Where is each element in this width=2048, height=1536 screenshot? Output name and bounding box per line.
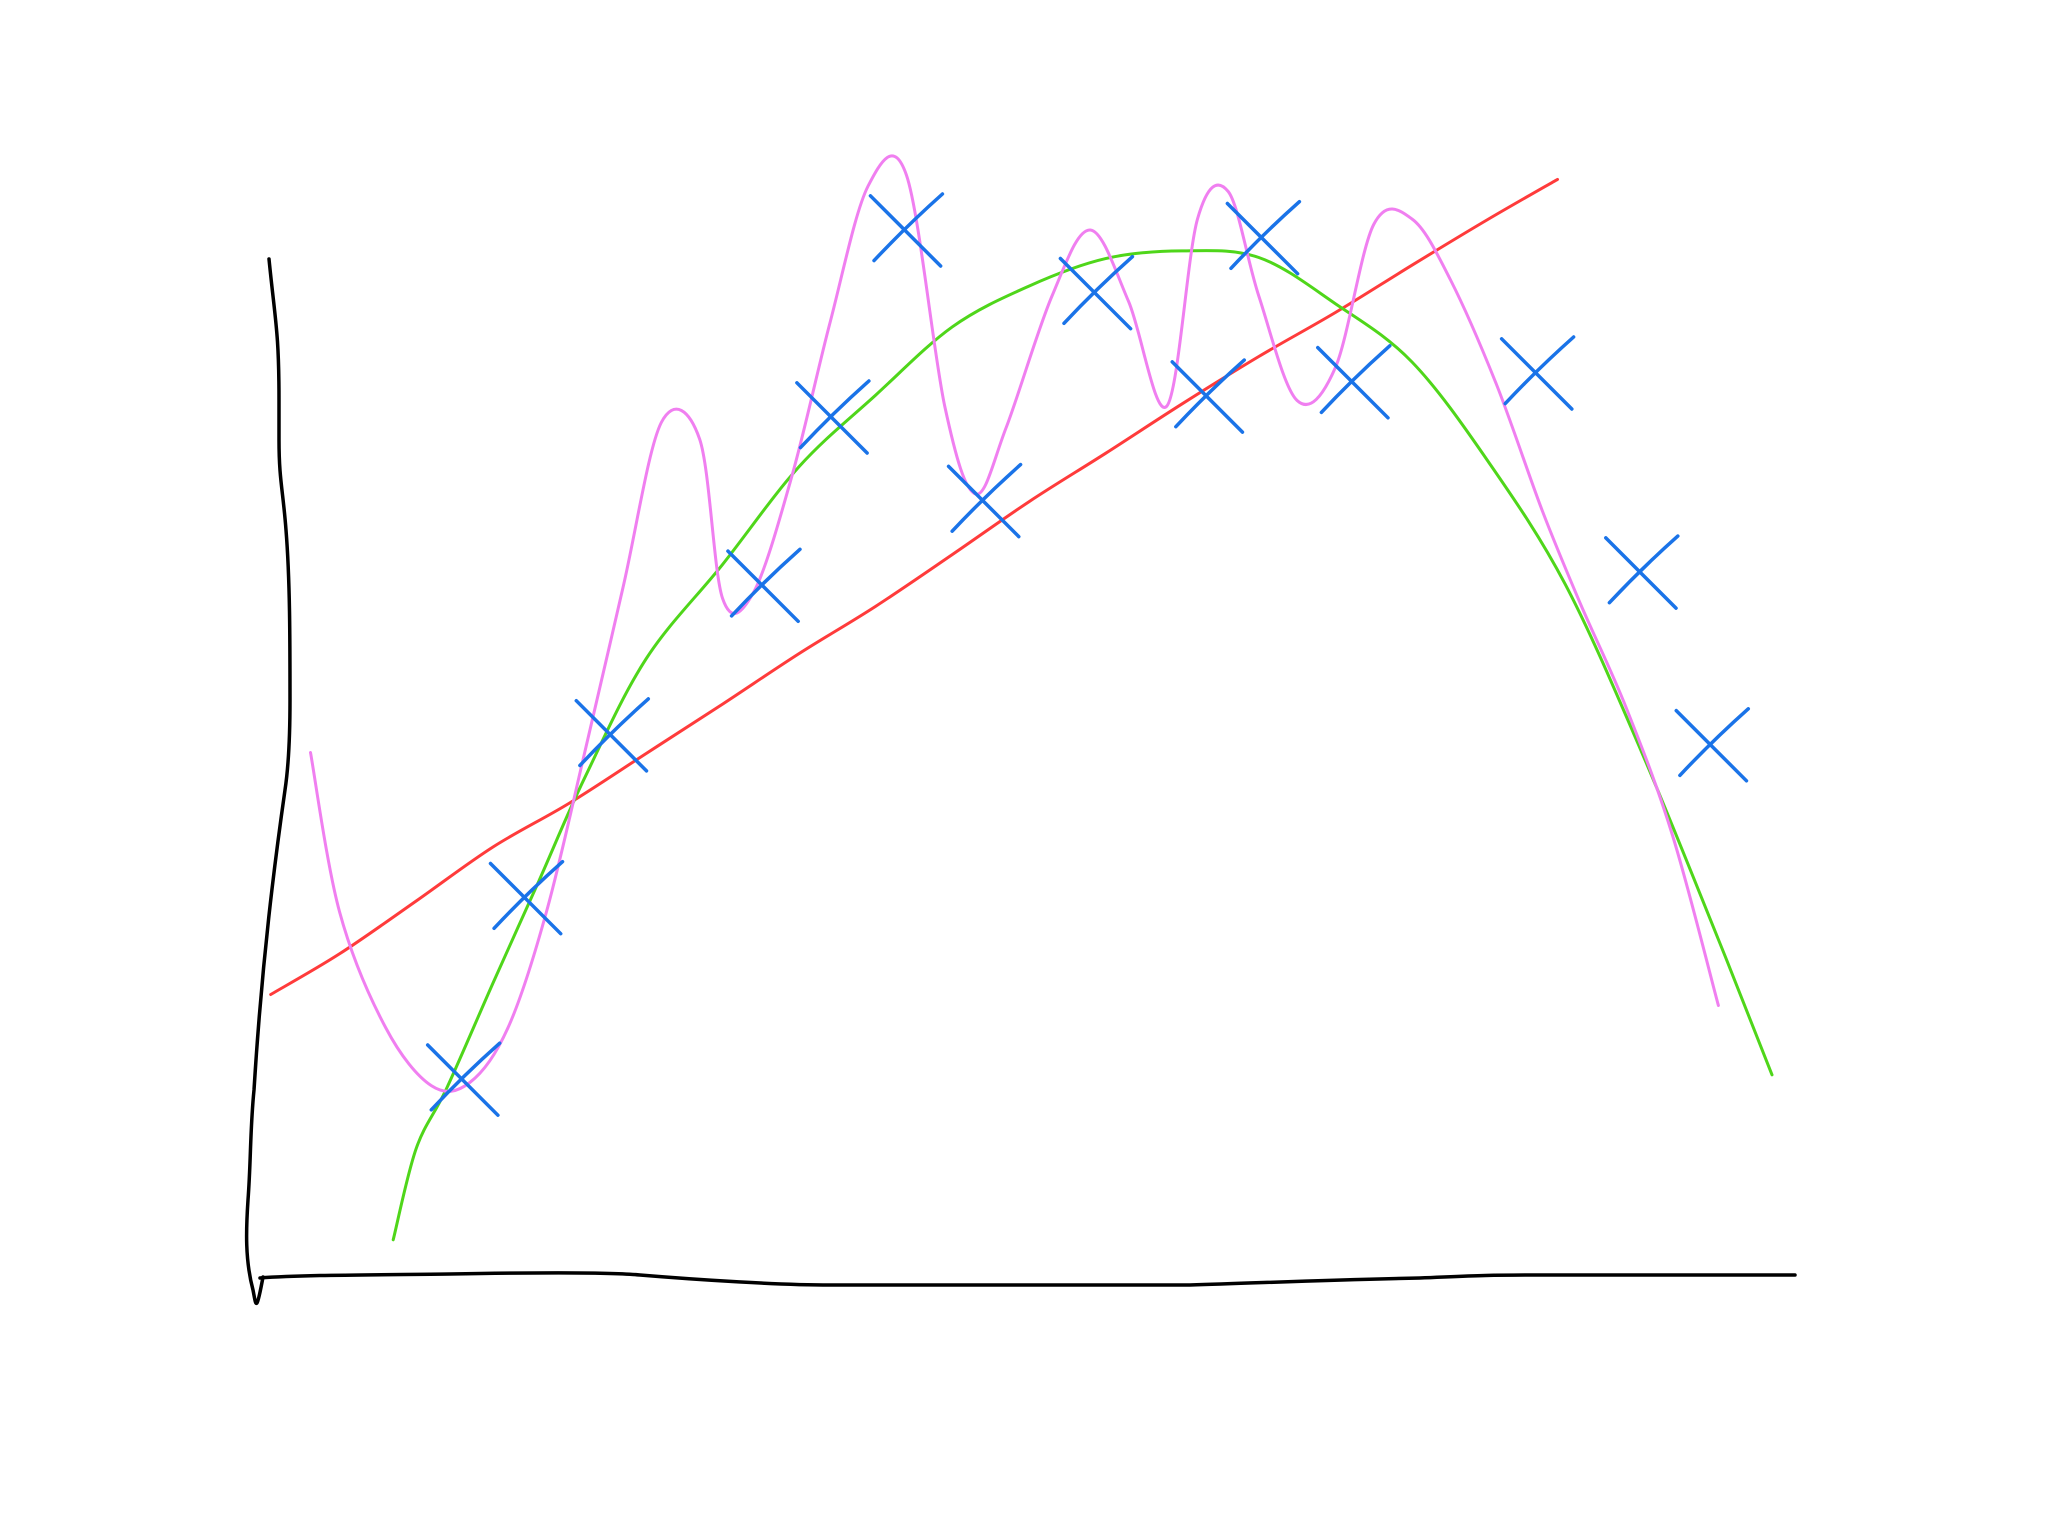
data-point-x-marker <box>1058 254 1135 331</box>
data-point-x-marker <box>946 462 1023 539</box>
data-points <box>425 192 1751 1117</box>
data-point-x-marker <box>425 1041 502 1117</box>
series-line-3 <box>309 154 1720 1093</box>
axes <box>244 257 1797 1306</box>
series-layer <box>269 154 1774 1242</box>
data-point-x-marker <box>1674 707 1751 783</box>
series-line-2 <box>391 249 1774 1242</box>
data-point-x-marker <box>1170 358 1246 434</box>
data-point-x-marker <box>1225 199 1302 276</box>
data-point-x-marker <box>574 697 651 773</box>
data-point-x-marker <box>488 859 565 936</box>
data-point-x-marker <box>726 547 802 624</box>
data-point-x-marker <box>1604 534 1680 610</box>
data-point-x-marker <box>795 379 871 455</box>
data-point-x-marker <box>1499 335 1576 411</box>
x-axis <box>258 1271 1797 1287</box>
y-axis <box>244 257 292 1306</box>
series-line-1 <box>269 177 1559 996</box>
data-point-x-marker <box>868 192 945 268</box>
data-point-x-marker <box>1316 344 1392 420</box>
